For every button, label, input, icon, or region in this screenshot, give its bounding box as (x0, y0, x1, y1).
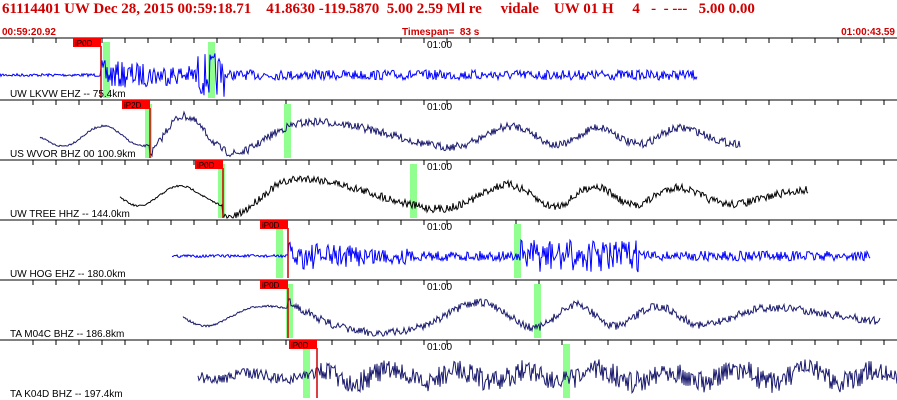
end-time: 01:00:43.59 (841, 27, 895, 38)
waveform (119, 175, 809, 219)
trace-panel[interactable]: 01:00 iP0D TA K04D BHZ -- 197.4km (0, 339, 897, 400)
timespan: Timespan= 83 s (402, 27, 480, 38)
pick-flag[interactable] (195, 160, 223, 169)
pick-label: iP0D (262, 281, 280, 290)
tick-label: 01:00 (427, 162, 452, 173)
pick-flag[interactable] (122, 100, 150, 109)
tick-label: 01:00 (427, 40, 452, 51)
phase-marker (514, 224, 521, 278)
station-label: UW LKVW EHZ -- 75.4km (10, 89, 126, 100)
waveform (197, 359, 897, 395)
tick-label: 01:00 (427, 102, 452, 113)
pick-flag[interactable] (289, 340, 317, 349)
tick-label: 01:00 (427, 222, 452, 233)
waveform (182, 298, 881, 337)
pick-flag[interactable] (260, 220, 288, 229)
phase-marker (284, 104, 291, 158)
pick-label: iP0D (262, 221, 280, 230)
start-time: 00:59:20.92 (2, 27, 56, 38)
station-label: UW HOG EHZ -- 180.0km (10, 269, 126, 280)
pick-label: iP0D (75, 39, 93, 48)
phase-marker (276, 224, 283, 278)
trace-panel[interactable]: 01:00 iP2D US WVOR BHZ 00 100.9km (0, 99, 897, 160)
phase-marker (410, 164, 417, 218)
pick-label: iP0D (197, 161, 215, 170)
phase-marker (303, 344, 310, 398)
pick-label: iP2D (124, 101, 142, 110)
station-label: TA K04D BHZ -- 197.4km (10, 389, 123, 400)
pick-flag[interactable] (260, 280, 288, 289)
waveform (39, 110, 741, 158)
phase-marker (534, 284, 541, 338)
pick-label: iP0D (291, 341, 309, 350)
waveform (0, 53, 698, 97)
tick-label: 01:00 (427, 282, 452, 293)
station-label: TA M04C BHZ -- 186.8km (10, 329, 124, 340)
station-label: US WVOR BHZ 00 100.9km (10, 149, 136, 160)
phase-marker (286, 284, 293, 338)
tick-label: 01:00 (427, 342, 452, 353)
trace-panel[interactable]: 01:00 iP0D UW HOG EHZ -- 180.0km (0, 219, 897, 280)
trace-panel[interactable]: 01:00 iP0D UW TREE HHZ -- 144.0km (0, 159, 897, 220)
phase-marker (218, 164, 225, 218)
station-label: UW TREE HHZ -- 144.0km (10, 209, 130, 220)
phase-marker (145, 104, 152, 158)
phase-marker (208, 42, 215, 98)
pick-flag[interactable] (73, 38, 101, 47)
trace-panel[interactable]: 01:00 iP0D TA M04C BHZ -- 186.8km (0, 279, 897, 340)
phase-marker (563, 344, 570, 398)
event-header: 61114401 UW Dec 28, 2015 00:59:18.71 41.… (2, 1, 755, 17)
trace-panel[interactable]: 01:00 iP0D UW LKVW EHZ -- 75.4km (0, 37, 897, 100)
